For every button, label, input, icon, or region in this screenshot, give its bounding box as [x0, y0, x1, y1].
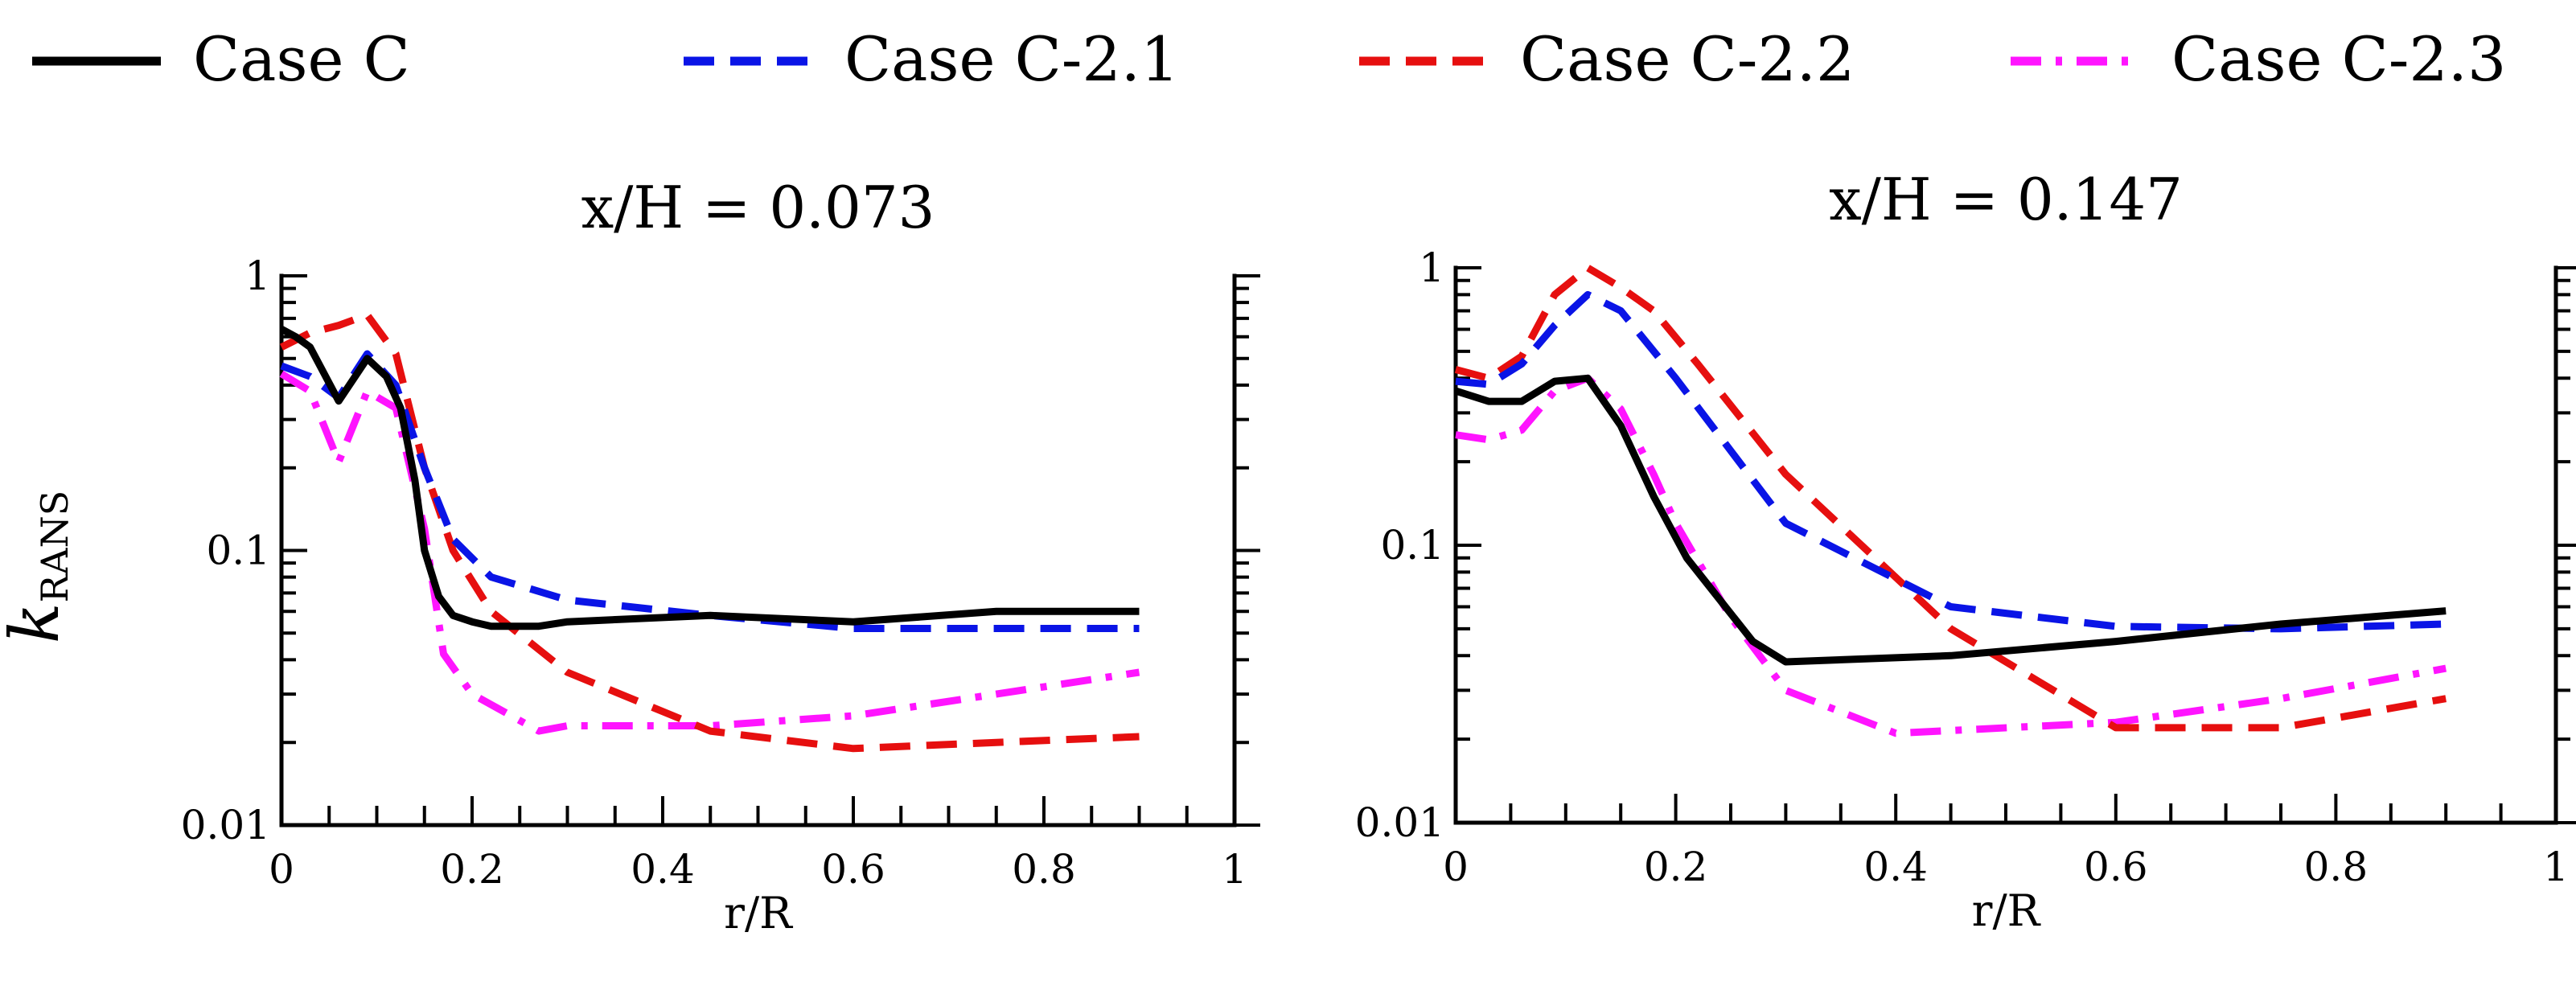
panel-title: x/H = 0.073 [581, 174, 935, 241]
x-tick-label: 0.2 [1644, 844, 1708, 890]
x-tick-label: 0.4 [631, 846, 695, 893]
legend-label: Case C-2.3 [2171, 23, 2506, 95]
series-line-case-c-2-1 [280, 350, 1140, 632]
y-tick-label: 0.01 [181, 802, 270, 848]
x-tick-label: 0.6 [2084, 844, 2148, 890]
x-tick-label: 0.8 [2304, 844, 2369, 890]
x-tick-label: 0.4 [1863, 844, 1928, 890]
series-line-case-c [1454, 374, 2447, 666]
x-tick-label: 1 [2543, 844, 2569, 890]
series-line-case-c-2-2 [279, 311, 1140, 753]
x-axis-label: r/R [724, 888, 793, 938]
x-tick-label: 0 [269, 846, 294, 893]
plot-right: x/H = 0.147 0.01 0.1 1 0 0.2 0.4 0.6 0.8 1 r/R [1355, 166, 2576, 936]
y-tick-label: 0.1 [206, 528, 270, 574]
x-tick-label: 0.6 [821, 846, 885, 893]
y-axis-label-main: k [0, 602, 74, 643]
series-line-case-c-2-2 [1454, 264, 2447, 732]
x-tick-label: 0.8 [1012, 846, 1076, 893]
x-axis-label: r/R [1972, 885, 2041, 936]
series-line-case-c-2-1 [1455, 290, 2447, 633]
legend: Case C Case C-2.1 Case C-2.2 Case C-2.3 [32, 23, 2506, 95]
y-axis-label: kRANS [0, 491, 76, 644]
y-tick-label: 0.01 [1355, 799, 1444, 846]
y-tick-label: 0.1 [1380, 522, 1444, 569]
legend-label: Case C-2.2 [1520, 23, 1855, 95]
x-tick-label: 0 [1443, 844, 1469, 890]
y-tick-label: 1 [244, 253, 270, 299]
y-tick-label: 1 [1419, 244, 1444, 291]
series-line-case-c [279, 326, 1140, 630]
y-axis-label-sub: RANS [33, 491, 76, 603]
series-line-case-c-2-3 [1455, 374, 2447, 737]
series-line-case-c-2-3 [279, 370, 1140, 735]
x-tick-label: 0.2 [440, 846, 504, 893]
panel-title: x/H = 0.147 [1829, 166, 2183, 233]
legend-label: Case C [193, 23, 410, 95]
legend-label: Case C-2.1 [844, 23, 1179, 95]
plot-left: x/H = 0.073 0.01 0.1 1 0 0.2 0.4 0.6 0.8 1 r/R [181, 174, 1260, 938]
x-tick-label: 1 [1222, 846, 1247, 893]
